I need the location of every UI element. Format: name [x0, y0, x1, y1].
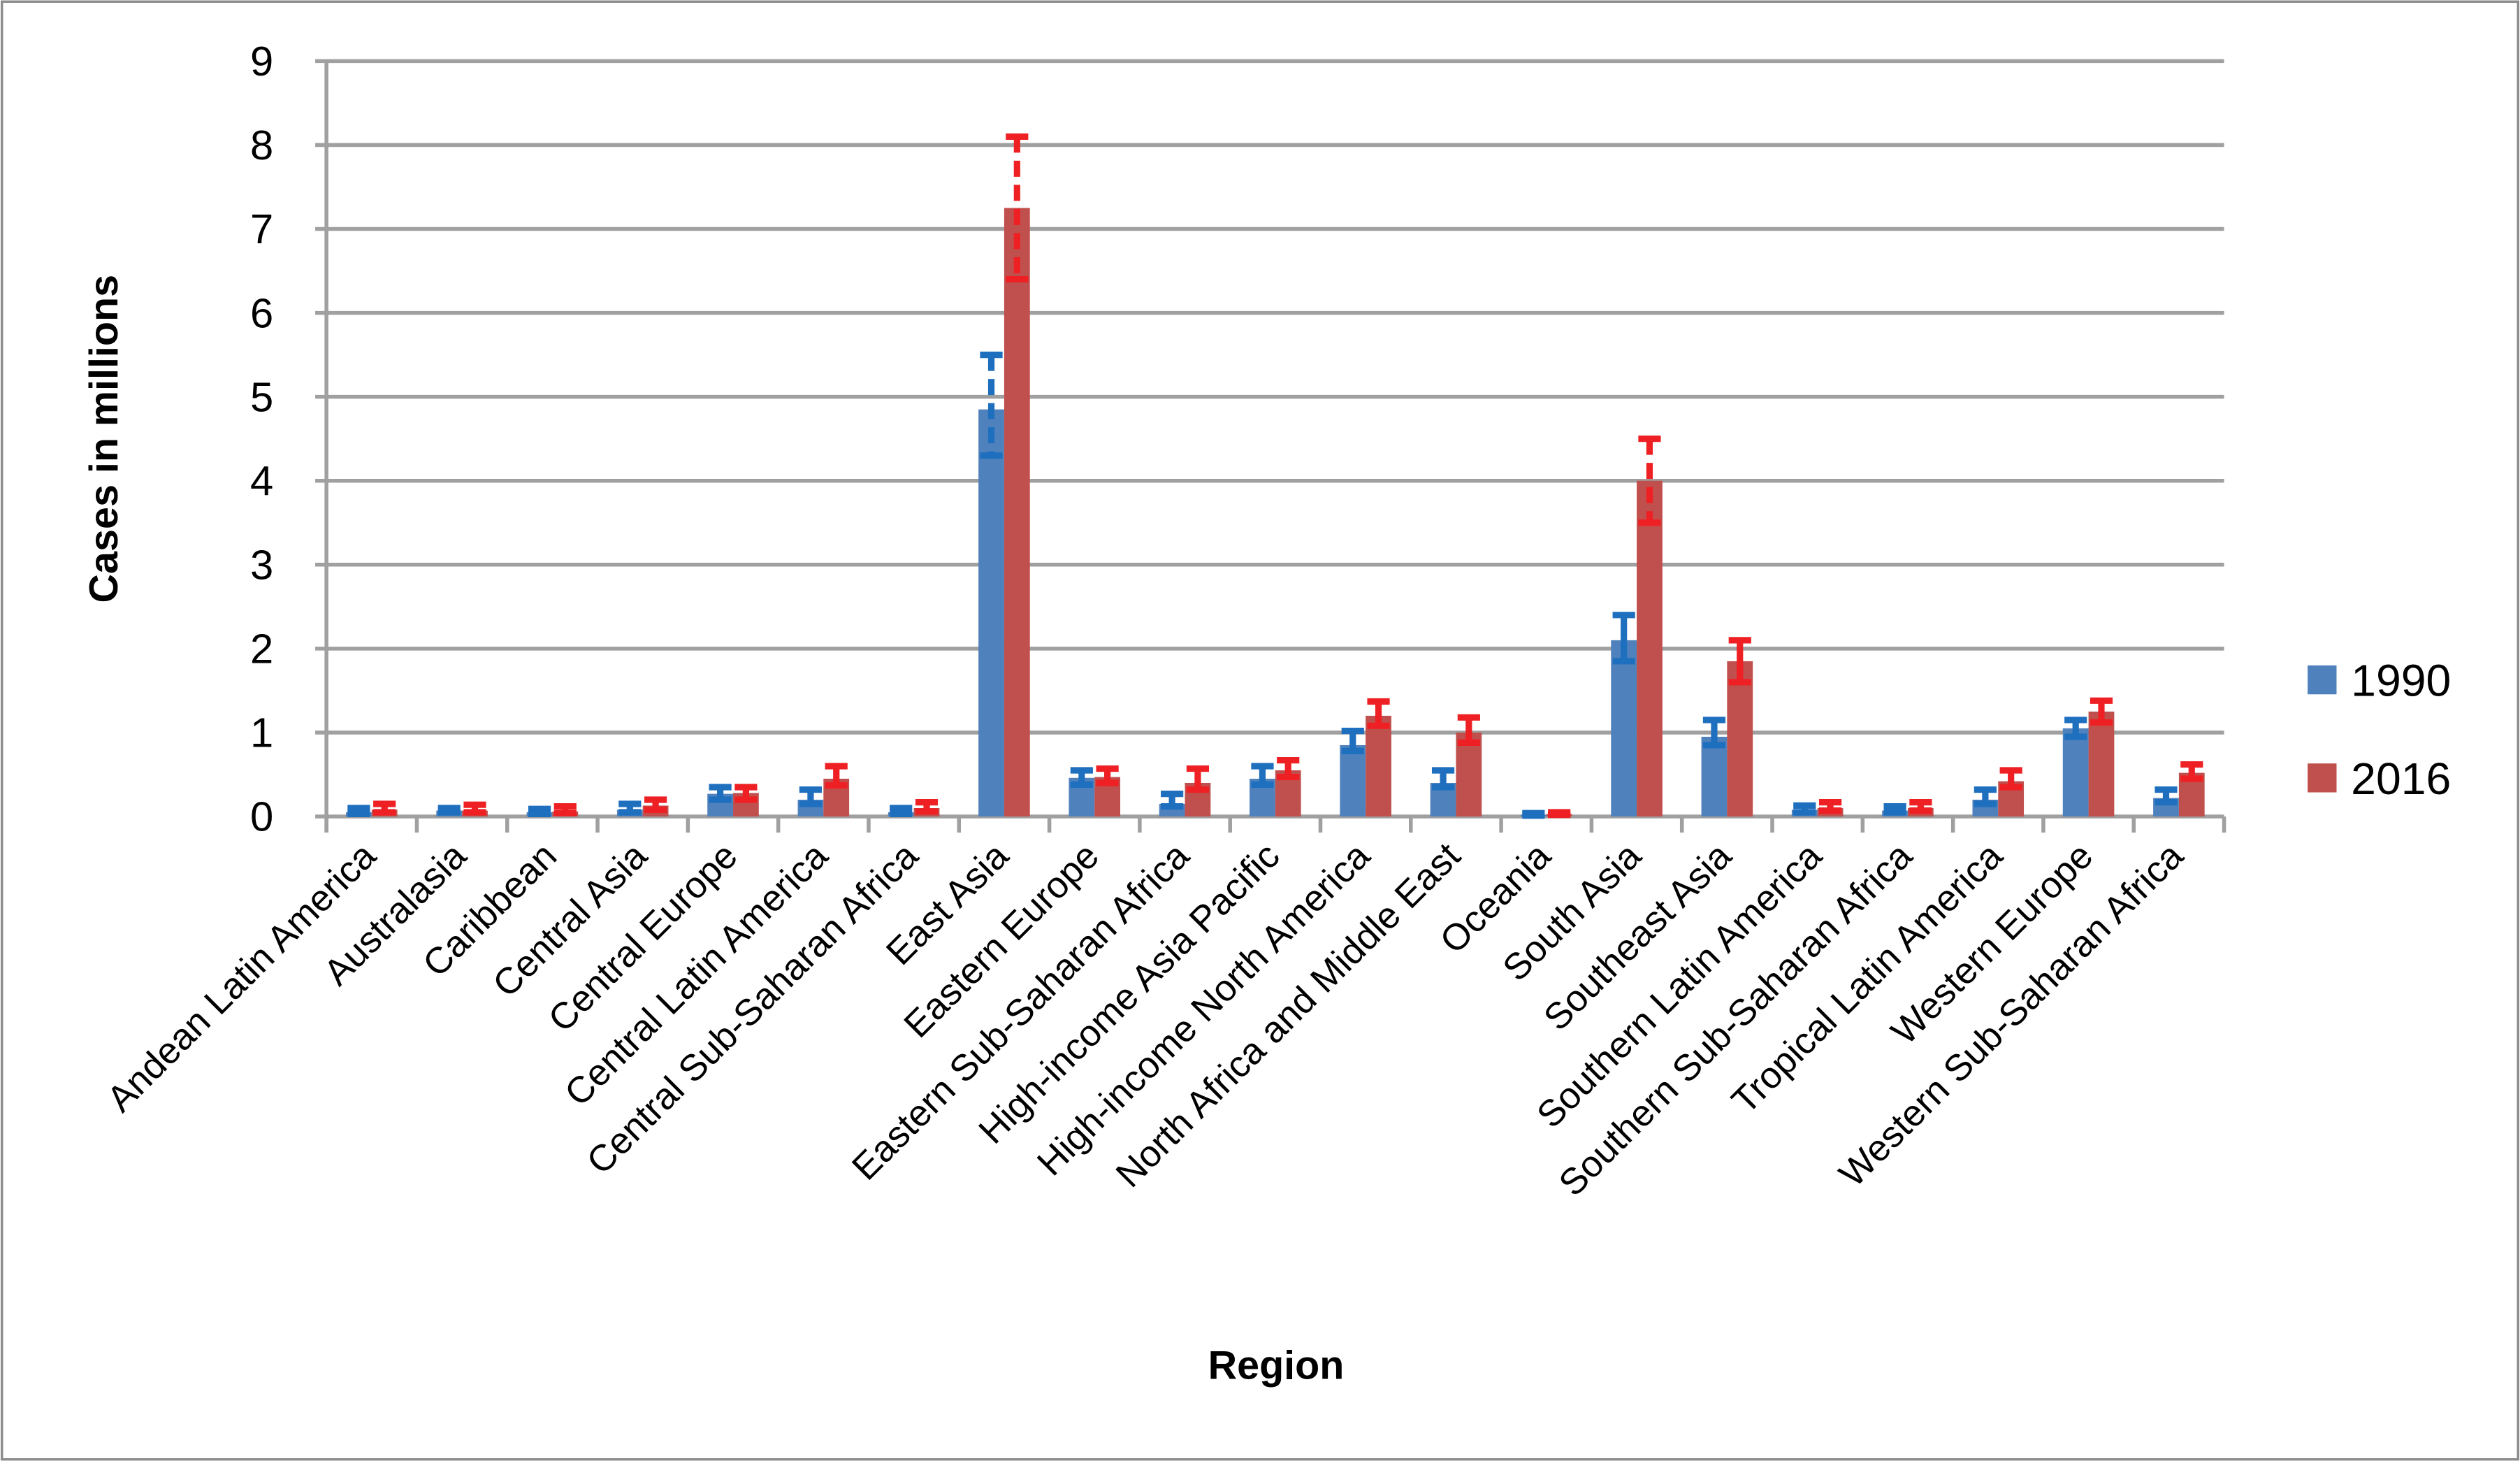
error-bar-2016: [734, 784, 758, 803]
bar-2016: [1727, 661, 1753, 817]
bars: [346, 133, 2205, 819]
error-bar-2016: [1638, 436, 1661, 526]
y-tick-labels: 0 1 2 3 4 5 6 7 8 9: [250, 38, 273, 840]
y-axis-title: Cases in millions: [82, 275, 126, 603]
x-axis-title: Region: [1208, 1344, 1345, 1388]
error-bar-1990: [618, 800, 642, 816]
error-bar-2016: [553, 803, 577, 816]
error-bar-2016: [644, 796, 667, 814]
y-tick-label: 4: [250, 457, 273, 504]
error-bar-2016: [463, 801, 486, 816]
error-bar-2016: [1548, 809, 1571, 819]
error-bar-1990: [1341, 727, 1364, 754]
error-bar-2016: [373, 800, 396, 816]
error-bar-1990: [1431, 767, 1455, 791]
error-bar-2016: [2090, 697, 2113, 726]
legend: 1990 2016: [2308, 656, 2451, 804]
error-bar-2016: [1006, 133, 1029, 283]
y-tick-label: 1: [250, 710, 273, 756]
error-bar-1990: [1974, 786, 1997, 807]
error-bar-1990: [890, 805, 913, 818]
legend-label-2016: 2016: [2351, 754, 2451, 804]
y-tick-label: 2: [250, 626, 273, 672]
error-bar-2016: [915, 798, 939, 815]
error-bar-1990: [1522, 809, 1545, 819]
error-bar-1990: [1070, 767, 1093, 788]
error-bar-1990: [1883, 803, 1906, 816]
error-bar-1990: [437, 805, 461, 816]
error-bar-2016: [1367, 698, 1390, 729]
error-bar-1990: [2064, 717, 2087, 740]
bar-1990: [2062, 728, 2089, 817]
error-bar-2016: [825, 763, 848, 789]
error-bar-1990: [1702, 717, 1726, 749]
error-bar-1990: [709, 784, 732, 803]
error-bar-1990: [1251, 763, 1274, 788]
legend-swatch-1990: [2308, 665, 2337, 695]
bar-1990: [1611, 640, 1637, 817]
error-bar-1990: [1793, 802, 1816, 816]
y-tick-label: 8: [250, 122, 273, 168]
y-tick-label: 6: [250, 289, 273, 336]
y-tick-label: 0: [250, 793, 273, 840]
y-tick-label: 9: [250, 38, 273, 85]
error-bar-2016: [2180, 761, 2203, 782]
bar-2016: [2088, 711, 2115, 817]
y-tick-label: 5: [250, 373, 273, 420]
error-bar-2016: [1277, 756, 1300, 781]
legend-label-1990: 1990: [2351, 656, 2451, 706]
error-bar-1990: [1161, 790, 1184, 810]
bar-2016: [1637, 480, 1663, 817]
y-tick-label: 3: [250, 541, 273, 588]
error-bar-1990: [1612, 612, 1635, 665]
bar-2016: [1004, 208, 1030, 817]
error-bar-2016: [1186, 765, 1210, 793]
error-bar-1990: [347, 805, 370, 818]
bar-1990: [1701, 736, 1728, 817]
bar-1990: [978, 409, 1004, 817]
error-bar-2016: [1457, 714, 1480, 746]
error-bar-1990: [2155, 786, 2178, 806]
legend-swatch-2016: [2308, 763, 2337, 793]
error-bar-2016: [1096, 765, 1119, 786]
error-bar-2016: [1818, 798, 1842, 814]
error-bar-1990: [980, 352, 1003, 459]
error-bar-2016: [1909, 798, 1932, 814]
bar-2016: [1366, 715, 1391, 817]
y-tick-label: 7: [250, 206, 273, 252]
error-bar-2016: [1999, 767, 2022, 791]
error-bar-1990: [799, 786, 823, 807]
gridlines: [315, 59, 2226, 833]
bar-1990: [1340, 744, 1366, 817]
error-bar-1990: [528, 805, 551, 818]
error-bar-2016: [1728, 637, 1751, 686]
bar-2016: [1456, 732, 1482, 817]
